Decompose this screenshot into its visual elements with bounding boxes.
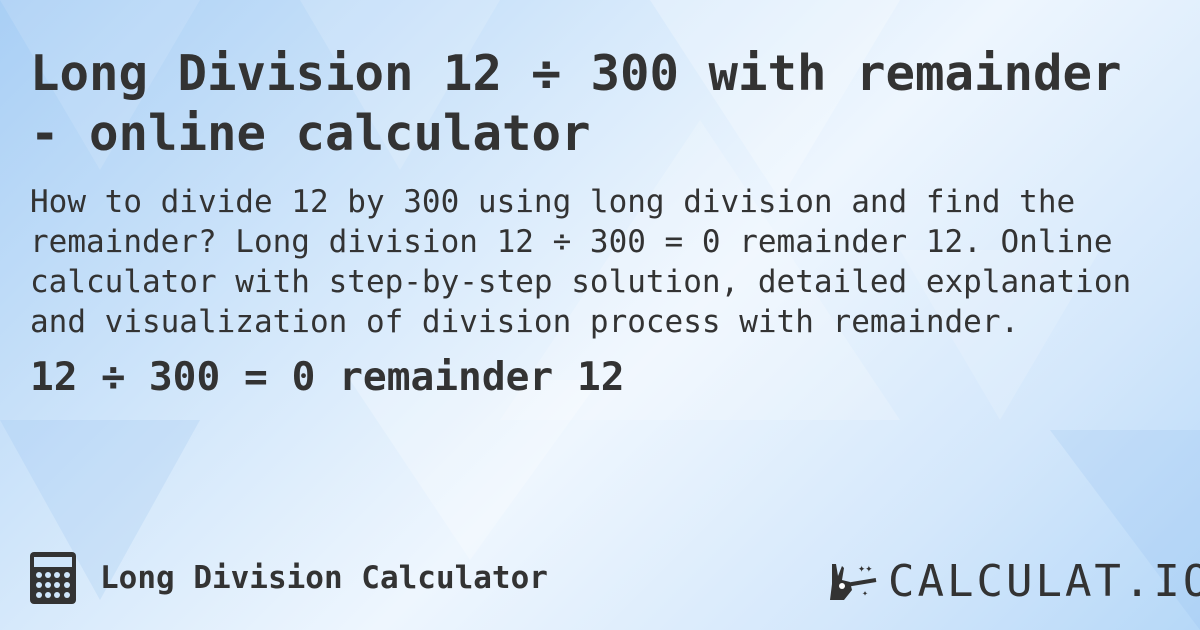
result: 12 ÷ 300 = 0 remainder 12 bbox=[30, 354, 625, 400]
footer-label: Long Division Calculator bbox=[100, 560, 548, 596]
footer-calculator-link: Long Division Calculator bbox=[30, 552, 548, 604]
calculat-io-logo: ✦✦ ✦ CALCULAT.IO bbox=[828, 556, 1200, 607]
description: How to divide 12 by 300 using long divis… bbox=[30, 184, 1132, 340]
calculator-icon bbox=[30, 552, 76, 604]
magic-hand-wand-icon: ✦✦ ✦ bbox=[830, 561, 877, 600]
svg-text:✦: ✦ bbox=[862, 588, 868, 599]
logo-text: CALCULAT.IO bbox=[888, 556, 1200, 607]
page-title: Long Division 12 ÷ 300 with remainder - … bbox=[30, 45, 1122, 162]
svg-text:✦✦: ✦✦ bbox=[858, 561, 872, 575]
